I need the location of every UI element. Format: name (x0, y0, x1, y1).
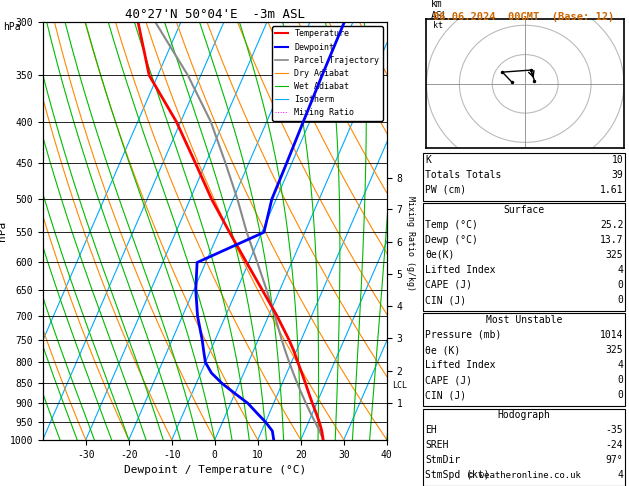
Text: θe (K): θe (K) (425, 345, 460, 355)
Text: -24: -24 (606, 440, 623, 451)
Text: -35: -35 (606, 425, 623, 435)
Text: 0: 0 (618, 390, 623, 400)
Y-axis label: hPa: hPa (0, 221, 7, 241)
Text: Mixing Ratio (g/kg): Mixing Ratio (g/kg) (406, 195, 415, 291)
Text: K: K (425, 155, 431, 165)
Text: Lifted Index: Lifted Index (425, 265, 496, 275)
Text: 25.2: 25.2 (600, 220, 623, 230)
Text: 4: 4 (618, 265, 623, 275)
Text: EH: EH (425, 425, 437, 435)
Text: CAPE (J): CAPE (J) (425, 375, 472, 385)
Text: 10: 10 (611, 155, 623, 165)
Text: θe(K): θe(K) (425, 250, 455, 260)
Text: StmDir: StmDir (425, 455, 460, 466)
Text: 0: 0 (618, 280, 623, 290)
Text: CAPE (J): CAPE (J) (425, 280, 472, 290)
Title: 40°27'N 50°04'E  -3m ASL: 40°27'N 50°04'E -3m ASL (125, 8, 305, 21)
Text: kt: kt (433, 21, 443, 30)
Text: CIN (J): CIN (J) (425, 390, 466, 400)
Text: LCL: LCL (392, 381, 408, 390)
Text: 06.06.2024  00GMT  (Base: 12): 06.06.2024 00GMT (Base: 12) (433, 12, 615, 22)
X-axis label: Dewpoint / Temperature (°C): Dewpoint / Temperature (°C) (124, 465, 306, 475)
Text: hPa: hPa (3, 22, 21, 32)
Text: © weatheronline.co.uk: © weatheronline.co.uk (468, 471, 581, 480)
Text: Hodograph: Hodograph (498, 410, 551, 420)
Text: Lifted Index: Lifted Index (425, 360, 496, 370)
Text: 1.61: 1.61 (600, 185, 623, 195)
Text: Totals Totals: Totals Totals (425, 170, 501, 180)
Text: 1014: 1014 (600, 330, 623, 340)
Text: 0: 0 (618, 375, 623, 385)
Text: Surface: Surface (504, 205, 545, 215)
Text: 97°: 97° (606, 455, 623, 466)
Text: StmSpd (kt): StmSpd (kt) (425, 470, 490, 481)
Legend: Temperature, Dewpoint, Parcel Trajectory, Dry Adiabat, Wet Adiabat, Isotherm, Mi: Temperature, Dewpoint, Parcel Trajectory… (272, 26, 382, 121)
Text: 4: 4 (618, 360, 623, 370)
Text: SREH: SREH (425, 440, 448, 451)
Text: Most Unstable: Most Unstable (486, 315, 562, 325)
Text: 13.7: 13.7 (600, 235, 623, 245)
Text: Temp (°C): Temp (°C) (425, 220, 478, 230)
Text: 39: 39 (611, 170, 623, 180)
Text: PW (cm): PW (cm) (425, 185, 466, 195)
Text: Pressure (mb): Pressure (mb) (425, 330, 501, 340)
Text: 325: 325 (606, 250, 623, 260)
Text: km
ASL: km ASL (431, 0, 448, 21)
Text: 325: 325 (606, 345, 623, 355)
Text: CIN (J): CIN (J) (425, 295, 466, 305)
Text: 0: 0 (618, 295, 623, 305)
Text: Dewp (°C): Dewp (°C) (425, 235, 478, 245)
Text: 4: 4 (618, 470, 623, 481)
